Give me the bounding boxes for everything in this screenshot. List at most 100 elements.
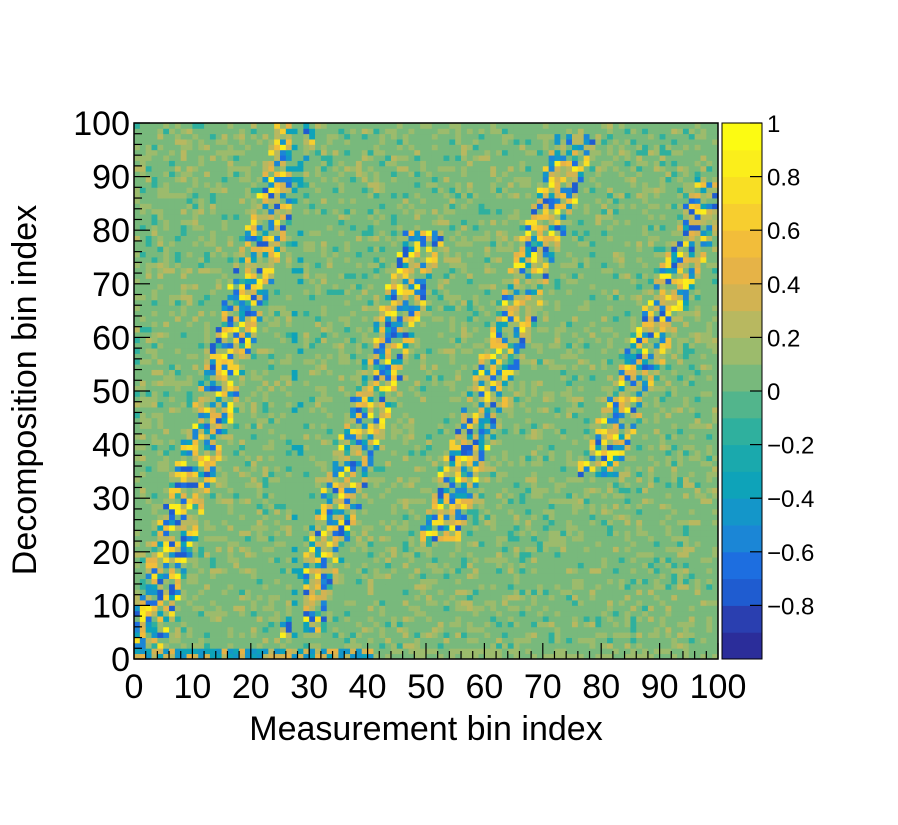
heatmap-cell (548, 455, 555, 462)
heatmap-cell (647, 626, 655, 633)
heatmap-cell (233, 455, 240, 462)
heatmap-cell (618, 530, 625, 537)
heatmap-cell (309, 503, 316, 510)
heatmap-cell (688, 621, 696, 628)
heatmap-cell (589, 417, 596, 424)
heatmap-cell (577, 616, 585, 622)
heatmap-cell (449, 594, 456, 601)
heatmap-cell (671, 417, 678, 424)
heatmap-cell (163, 407, 170, 413)
heatmap-cell (513, 616, 520, 622)
heatmap-cell (355, 626, 363, 633)
heatmap-cell (390, 567, 398, 574)
heatmap-cell (700, 476, 707, 483)
heatmap-cell (367, 567, 374, 574)
heatmap-cell (636, 632, 643, 638)
heatmap-cell (402, 616, 409, 622)
heatmap-cell (612, 439, 620, 445)
heatmap-cell (385, 423, 392, 429)
heatmap-cell (461, 487, 468, 494)
heatmap-cell (256, 449, 263, 456)
heatmap-cell (408, 616, 415, 622)
heatmap-cell (443, 396, 450, 403)
heatmap-cell (367, 583, 374, 590)
heatmap-cell (706, 525, 713, 531)
heatmap-cell (385, 508, 392, 515)
heatmap-cell (361, 525, 368, 531)
heatmap-cell (204, 401, 211, 408)
heatmap-cell (589, 535, 596, 542)
heatmap-cell (326, 396, 333, 403)
heatmap-cell (256, 621, 263, 628)
heatmap-cell (274, 439, 281, 445)
heatmap-cell (315, 503, 322, 510)
heatmap-cell (344, 503, 351, 510)
heatmap-cell (420, 541, 427, 547)
heatmap-cell (466, 648, 474, 655)
heatmap-cell (221, 391, 228, 397)
heatmap-cell (665, 621, 672, 628)
heatmap-cell (274, 417, 281, 424)
heatmap-cell (315, 423, 322, 429)
heatmap-cell (536, 396, 544, 403)
heatmap-cell (519, 610, 526, 617)
heatmap-cell (338, 466, 345, 472)
heatmap-cell (466, 525, 474, 531)
heatmap-cell (145, 519, 152, 526)
heatmap-cell (642, 605, 649, 612)
heatmap-cell (677, 417, 684, 424)
heatmap-cell (145, 626, 152, 633)
heatmap-cell (332, 546, 339, 553)
heatmap-cell (291, 594, 298, 601)
heatmap-cell (198, 476, 205, 483)
heatmap-cell (244, 557, 252, 563)
heatmap-cell (390, 557, 398, 563)
heatmap-cell (274, 449, 281, 456)
heatmap-cell (653, 525, 660, 531)
heatmap-cell (285, 476, 293, 483)
heatmap-cell (239, 487, 246, 494)
heatmap-cell (577, 594, 585, 601)
heatmap-cell (420, 423, 427, 429)
heatmap-cell (134, 551, 141, 558)
heatmap-cell (519, 412, 526, 419)
heatmap-cell (338, 626, 345, 633)
heatmap-cell (519, 519, 526, 526)
heatmap-cell (484, 423, 491, 429)
heatmap-cell (630, 610, 637, 617)
heatmap-cell (174, 487, 182, 494)
heatmap-cell (706, 648, 713, 655)
heatmap-cell (501, 412, 509, 419)
heatmap-cell (700, 439, 707, 445)
heatmap-cell (577, 476, 585, 483)
heatmap-cell (250, 401, 258, 408)
heatmap-cell (560, 492, 567, 499)
heatmap-cell (303, 482, 310, 488)
heatmap-cell (437, 653, 444, 660)
heatmap-cell (525, 492, 532, 499)
heatmap-cell (472, 530, 479, 537)
heatmap-cell (414, 557, 421, 563)
heatmap-cell (601, 567, 608, 574)
heatmap-cell (309, 648, 316, 655)
heatmap-cell (315, 508, 322, 515)
heatmap-cell (461, 401, 468, 408)
heatmap-cell (443, 508, 450, 515)
heatmap-cell (496, 648, 503, 655)
heatmap-cell (554, 626, 561, 633)
heatmap-cell (437, 557, 444, 563)
heatmap-cell (437, 423, 444, 429)
heatmap-cell (239, 449, 246, 456)
heatmap-cell (496, 391, 503, 397)
heatmap-cell (408, 541, 415, 547)
heatmap-cell (694, 417, 701, 424)
heatmap-cell (355, 546, 363, 553)
heatmap-cell (227, 508, 234, 515)
heatmap-cell (408, 546, 415, 553)
heatmap-cell (145, 637, 152, 644)
heatmap-cell (694, 449, 701, 456)
heatmap-cell (484, 616, 491, 622)
heatmap-cell (536, 471, 544, 478)
heatmap-cell (134, 503, 141, 510)
heatmap-cell (408, 455, 415, 462)
